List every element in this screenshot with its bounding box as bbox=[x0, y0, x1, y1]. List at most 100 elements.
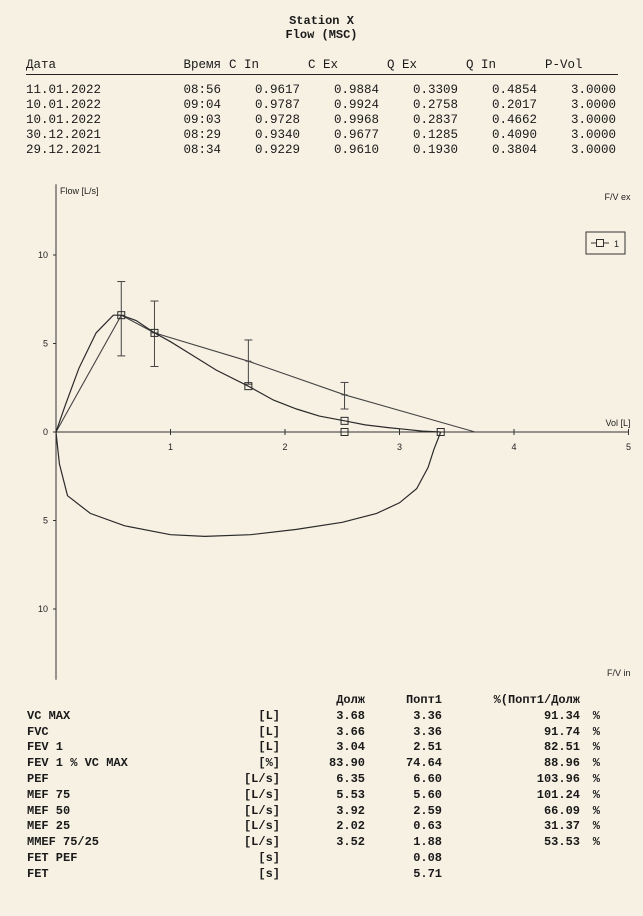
table-cell: [L/s] bbox=[243, 787, 280, 802]
table-cell: % bbox=[592, 724, 600, 739]
series-marker bbox=[436, 428, 445, 436]
table-cell: 0.4662 bbox=[491, 113, 537, 127]
table-row: 10.01.2022 09:04 0.9787 0.9924 0.2758 0.2017 3… bbox=[26, 98, 618, 113]
table-cell: 0.9924 bbox=[333, 98, 379, 112]
table-cell: 66.09 bbox=[543, 803, 580, 818]
table-cell: 3.36 bbox=[413, 724, 442, 739]
results-column-header: Попт1 bbox=[405, 693, 442, 707]
table-row: FVC [L] 3.66 3.36 91.74% bbox=[27, 725, 607, 741]
table-row: FET PEF [s] 0.08 bbox=[27, 851, 607, 867]
table-cell: 29.12.2021 bbox=[26, 143, 102, 157]
legend-marker bbox=[596, 239, 604, 247]
results-column-header: %(Попт1/Долж bbox=[493, 693, 580, 707]
table-cell: 53.53 bbox=[543, 835, 580, 850]
table-cell: 0.9728 bbox=[254, 113, 300, 127]
bottom-right-label: F/V in bbox=[607, 668, 631, 678]
table-cell: 09:04 bbox=[183, 98, 221, 112]
table-cell bbox=[442, 867, 580, 883]
table-cell: [L/s] bbox=[243, 819, 280, 834]
table-cell: [L/s] bbox=[243, 835, 280, 850]
table-cell: PEF bbox=[27, 771, 49, 786]
table-cell: % bbox=[592, 740, 600, 755]
series-marker bbox=[340, 416, 349, 425]
table-cell: % bbox=[592, 835, 600, 850]
table-cell: 0.3804 bbox=[491, 143, 537, 157]
table-cell: 83.90 bbox=[328, 756, 365, 771]
table-cell: 3.66 bbox=[336, 724, 365, 739]
predicted-line bbox=[55, 314, 476, 433]
series-expiration-line bbox=[55, 314, 441, 433]
table-cell: 0.9610 bbox=[333, 143, 379, 157]
station-title: Station X bbox=[289, 14, 354, 28]
table-cell: 0.2017 bbox=[491, 98, 537, 112]
table-cell: MEF 25 bbox=[27, 819, 71, 834]
table-cell: 6.35 bbox=[336, 771, 365, 786]
table-cell: FET bbox=[27, 866, 49, 881]
table-cell: MEF 75 bbox=[27, 787, 71, 802]
table-cell bbox=[280, 867, 365, 883]
table-cell: % bbox=[592, 771, 600, 786]
table-cell: 2.51 bbox=[413, 740, 442, 755]
table-cell: 74.64 bbox=[405, 756, 442, 771]
table-row: MEF 25 [L/s] 2.02 0.63 31.37% bbox=[27, 819, 607, 835]
y-axis-label: Flow [L/s] bbox=[60, 186, 99, 196]
table-cell: FEV 1 % VC MAX bbox=[27, 756, 128, 771]
column-header: P-Vol bbox=[545, 58, 583, 72]
table-cell: 3.0000 bbox=[570, 128, 616, 142]
table-row: 29.12.2021 08:34 0.9229 0.9610 0.1930 0.3804 3… bbox=[26, 143, 618, 158]
table-cell: [s] bbox=[258, 850, 280, 865]
table-row: VC MAX [L] 3.68 3.36 91.34% bbox=[27, 709, 607, 725]
y-tick-label: 10 bbox=[38, 250, 48, 260]
calibration-header: Дата Время C In C Ex Q Ex Q In P-Vol bbox=[26, 58, 618, 75]
table-cell: % bbox=[592, 756, 600, 771]
legend-box bbox=[585, 231, 626, 255]
table-row: MEF 75 [L/s] 5.53 5.60 101.24% bbox=[27, 788, 607, 804]
table-cell: 0.08 bbox=[413, 850, 442, 865]
table-cell: 88.96 bbox=[543, 756, 580, 771]
table-cell: FVC bbox=[27, 724, 49, 739]
table-cell bbox=[580, 867, 600, 883]
table-cell: [L] bbox=[258, 740, 280, 755]
column-header: Q Ex bbox=[387, 58, 418, 72]
table-cell bbox=[580, 851, 600, 867]
table-cell: FEV 1 bbox=[27, 740, 64, 755]
column-header: C Ex bbox=[308, 58, 339, 72]
results-column-header: Долж bbox=[336, 693, 365, 707]
x-tick-label: 1 bbox=[168, 442, 173, 452]
table-cell: [L] bbox=[258, 708, 280, 723]
table-cell: 3.0000 bbox=[570, 113, 616, 127]
report-subtitle: Flow (MSC) bbox=[285, 28, 358, 42]
table-cell: % bbox=[592, 708, 600, 723]
table-cell: 91.34 bbox=[543, 708, 580, 723]
results-table: Долж Попт1 %(Попт1/Долж VC MAX [L] 3.68 3.3… bbox=[27, 693, 607, 883]
table-cell: 0.63 bbox=[413, 819, 442, 834]
table-row: MEF 50 [L/s] 3.92 2.59 66.09% bbox=[27, 804, 607, 820]
column-header: Время bbox=[183, 58, 221, 72]
table-cell: 0.4090 bbox=[491, 128, 537, 142]
table-cell: 101.24 bbox=[536, 787, 580, 802]
flow-volume-chart: 1 2 3 4 5 10 5 0 5 10 Flow [L/s] Vol [L] F/V ex F/V i… bbox=[38, 184, 631, 680]
table-cell: VC MAX bbox=[27, 708, 71, 723]
table-row: FEV 1 % VC MAX [%] 83.90 74.64 88.96% bbox=[27, 756, 607, 772]
table-cell: 30.12.2021 bbox=[26, 128, 102, 142]
table-cell: 0.4854 bbox=[491, 83, 537, 97]
table-cell: [L] bbox=[258, 724, 280, 739]
table-row: FEV 1 [L] 3.04 2.51 82.51% bbox=[27, 740, 607, 756]
table-cell: % bbox=[592, 819, 600, 834]
table-cell: 0.2837 bbox=[412, 113, 458, 127]
y-tick-label: 5 bbox=[43, 339, 48, 349]
table-cell: 0.3309 bbox=[412, 83, 458, 97]
table-cell: 08:56 bbox=[183, 83, 221, 97]
table-cell: 0.9229 bbox=[254, 143, 300, 157]
y-tick-label: 10 bbox=[38, 604, 48, 614]
top-right-label: F/V ex bbox=[604, 192, 631, 202]
report-header: Station X Flow (MSC) bbox=[0, 14, 643, 42]
table-cell: 10.01.2022 bbox=[26, 113, 102, 127]
table-cell: 3.52 bbox=[336, 835, 365, 850]
table-cell: 09:03 bbox=[183, 113, 221, 127]
table-cell: 91.74 bbox=[543, 724, 580, 739]
table-cell: 0.2758 bbox=[412, 98, 458, 112]
legend-label: 1 bbox=[614, 239, 619, 249]
table-cell: [s] bbox=[258, 866, 280, 881]
